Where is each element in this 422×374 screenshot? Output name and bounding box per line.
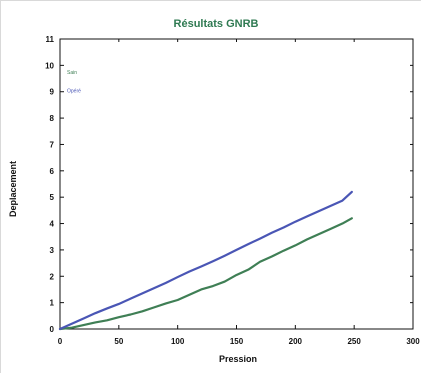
y-tick-label: 1 bbox=[50, 299, 55, 308]
plot-area bbox=[59, 38, 414, 330]
series-line-1 bbox=[58, 190, 353, 331]
series-line-0 bbox=[58, 217, 353, 331]
y-tick-label: 3 bbox=[50, 246, 55, 255]
y-tick-label: 11 bbox=[46, 35, 55, 44]
y-tick-label: 9 bbox=[50, 88, 55, 97]
y-tick-label: 2 bbox=[50, 272, 55, 281]
series-layer bbox=[58, 190, 353, 331]
x-tick-label: 250 bbox=[347, 337, 361, 346]
legend-entry-0: Sain bbox=[67, 70, 77, 76]
y-tick-label: 10 bbox=[45, 61, 54, 70]
legend-entry-1: Opéré bbox=[67, 88, 81, 94]
y-tick-label: 0 bbox=[50, 325, 55, 334]
x-tick-label: 100 bbox=[171, 337, 185, 346]
y-axis-label: Deplacement bbox=[8, 161, 18, 217]
x-tick-label: 0 bbox=[58, 337, 63, 346]
x-tick-label: 200 bbox=[289, 337, 303, 346]
plot-border bbox=[59, 38, 414, 330]
y-tick-label: 6 bbox=[50, 167, 55, 176]
x-tick-label: 50 bbox=[114, 337, 123, 346]
y-tick-label: 4 bbox=[50, 220, 55, 229]
x-tick-label: 300 bbox=[406, 337, 420, 346]
x-tick-label: 150 bbox=[230, 337, 244, 346]
chart-title: Résultats GNRB bbox=[174, 18, 259, 30]
y-tick-label: 5 bbox=[50, 193, 55, 202]
y-tick-label: 7 bbox=[50, 140, 55, 149]
legend: Sain Opéré bbox=[67, 70, 81, 94]
y-tick-label: 8 bbox=[50, 114, 55, 123]
x-axis-label: Pression bbox=[219, 354, 257, 364]
axes: 0 1 2 3 4 5 6 7 8 9 10 11 0 50 100 150 200 250 300 bbox=[45, 35, 420, 346]
